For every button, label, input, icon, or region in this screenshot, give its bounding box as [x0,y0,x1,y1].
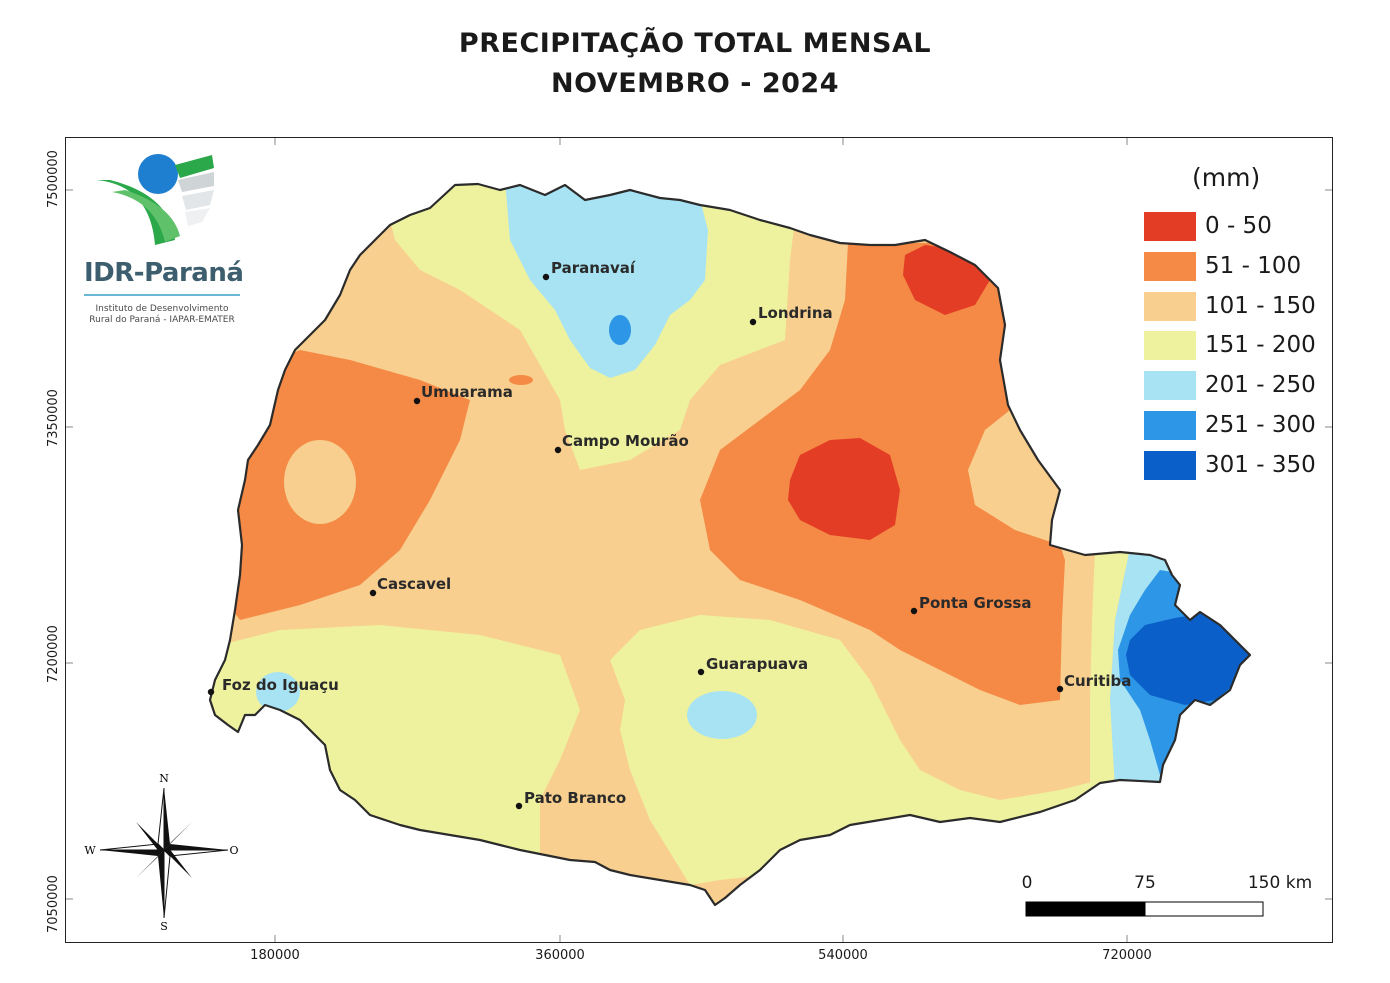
y-tick-label: 7350000 [46,389,61,447]
legend-swatch [1144,411,1196,440]
compass-s: S [160,920,168,933]
x-tick-label: 720000 [1102,948,1152,963]
legend-label: 251 - 300 [1205,412,1316,438]
y-tick-label: 7050000 [46,875,61,933]
compass-n: N [159,772,169,785]
legend-swatch [1144,251,1196,281]
logo-subtitle-2: Rural do Paraná - IAPAR-EMATER [89,315,235,325]
legend-label: 101 - 150 [1205,292,1316,319]
map-frame [65,137,1333,943]
compass-rose: N S W O [84,772,238,933]
city-marker [910,607,918,615]
city-label-guarapuava: Guarapuava [706,655,809,673]
legend-swatch [1144,371,1196,401]
zone-151-200-east-strip [1090,548,1130,790]
city-markers [207,273,1064,810]
compass-w: W [84,844,96,857]
legend-swatch [1144,291,1196,321]
logo-name: IDR-Paraná [84,258,244,288]
zone-201-250-north [505,184,708,378]
scale-label-75: 75 [1134,873,1156,893]
compass-o: O [229,844,238,857]
city-marker [515,802,523,810]
logo-subtitle-1: Instituto de Desenvolvimento [95,304,229,314]
city-label-pato-branco: Pato Branco [524,789,627,807]
scale-label-0: 0 [1021,873,1033,893]
city-label-cascavel: Cascavel [377,575,452,593]
legend-label: 201 - 250 [1205,372,1316,399]
legend-label: 51 - 100 [1205,252,1302,279]
legend-swatch [1144,331,1196,361]
zone-301-350-coast [1126,612,1250,705]
x-tick-label: 540000 [818,948,868,963]
map-title-line2: NOVEMBRO - 2024 [550,68,839,99]
city-marker [369,589,377,597]
scale-bar [1025,901,1264,917]
scale-label-150: 150 km [1247,873,1313,893]
city-marker [207,688,215,696]
legend-swatch [1144,450,1196,480]
city-marker [413,397,421,405]
y-tick-label: 7500000 [46,150,61,208]
city-marker [554,446,562,454]
x-tick-label: 360000 [535,948,585,963]
y-tick-label: 7200000 [46,625,61,683]
zone-0-50-center-east [788,438,900,540]
zone-151-200-center [610,615,1100,885]
legend-title: (mm) [1192,163,1261,192]
map-title-line1: PRECIPITAÇÃO TOTAL MENSAL [458,28,932,59]
zone-51-100-small-blob [509,375,533,385]
city-label-londrina: Londrina [758,304,833,322]
city-marker [1056,685,1064,693]
legend-label: 151 - 200 [1205,332,1316,359]
city-marker [542,273,550,281]
zone-201-250-foz [256,672,300,712]
city-label-campo-mourao: Campo Mourão [562,432,689,450]
frame-ticks [65,137,1333,943]
city-label-umuarama: Umuarama [421,383,513,401]
zone-251-300-paranavai [609,315,631,345]
city-marker [749,318,757,326]
city-label-curitiba: Curitiba [1064,672,1132,690]
logo-sun-icon [138,154,178,194]
x-tick-label: 180000 [250,948,300,963]
idr-logo [84,154,240,296]
zone-101-150-island [284,440,356,524]
zone-201-250-guarapuava [687,691,757,739]
legend-label: 0 - 50 [1205,213,1272,239]
city-label-ponta-grossa: Ponta Grossa [919,594,1032,612]
legend-swatch [1144,212,1196,241]
city-label-paranavai: Paranavaí [551,259,636,277]
legend-label: 301 - 350 [1205,451,1316,478]
city-label-foz-do-iguacu: Foz do Iguaçu [222,676,339,694]
city-marker [697,668,705,676]
